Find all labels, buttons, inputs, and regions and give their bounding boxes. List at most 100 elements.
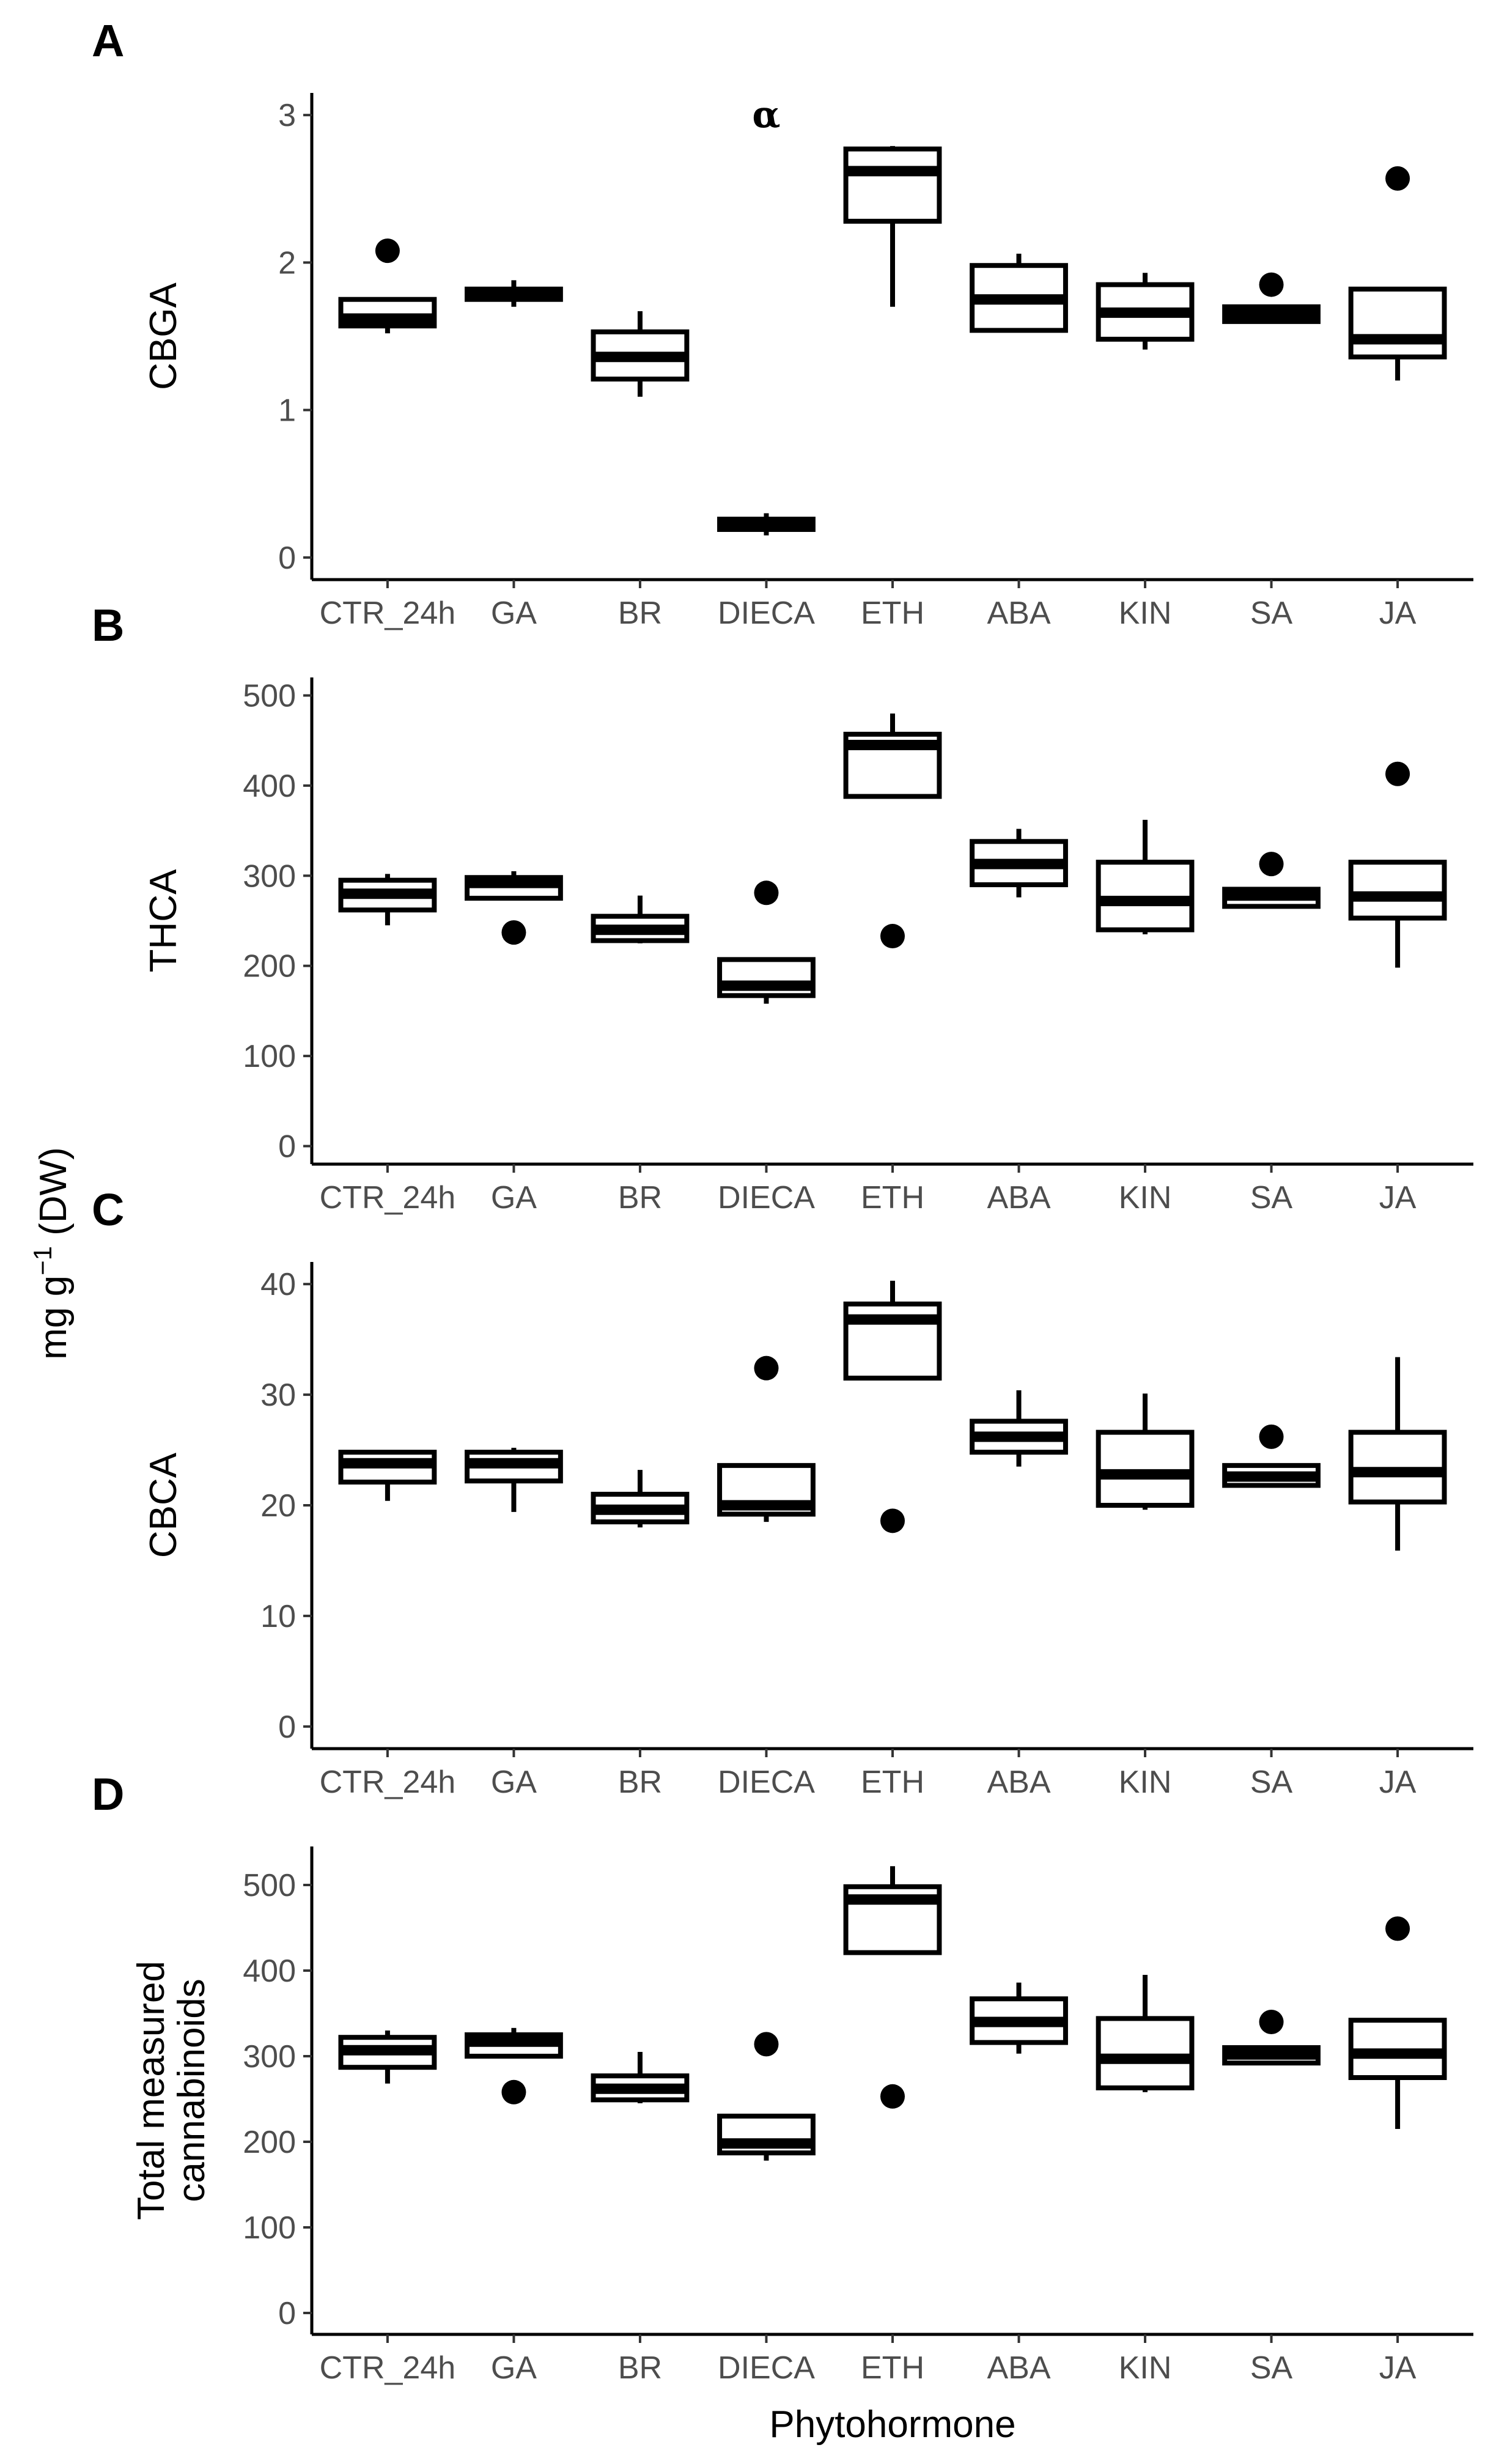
box-aba — [970, 1390, 1068, 1467]
x-tick-label: GA — [491, 1765, 537, 1800]
outlier-point — [1259, 272, 1284, 297]
outlier-point — [501, 920, 526, 945]
y-tick-label: 10 — [260, 1599, 296, 1634]
x-tick-label: KIN — [1119, 2350, 1172, 2386]
box-br — [591, 2052, 690, 2103]
y-tick-label: 400 — [243, 769, 296, 804]
y-tick-label: 500 — [243, 678, 296, 714]
x-tick-label: BR — [618, 1765, 662, 1800]
box-ga — [465, 1447, 563, 1512]
x-tick-label: ETH — [861, 2350, 924, 2386]
outlier-point — [1259, 1424, 1284, 1449]
box-aba — [970, 828, 1068, 898]
y-tick-label: 500 — [243, 1868, 296, 1903]
box-kin — [1096, 1975, 1195, 2092]
x-tick-label: ETH — [861, 596, 924, 631]
x-tick-label: ETH — [861, 1765, 924, 1800]
x-tick-label: KIN — [1119, 596, 1172, 631]
box-body — [1096, 1429, 1195, 1508]
x-tick-label: CTR_24h — [320, 596, 456, 631]
box-eth — [843, 1866, 942, 2109]
box-ctr-24h — [338, 238, 437, 334]
box-dieca — [717, 2032, 816, 2161]
outlier-point — [754, 2032, 779, 2057]
x-tick-label: CTR_24h — [320, 1765, 456, 1800]
y-tick-label: 100 — [243, 1039, 296, 1074]
box-dieca — [717, 513, 816, 536]
y-tick-label: 100 — [243, 2210, 296, 2246]
y-tick-label: 200 — [243, 949, 296, 984]
x-tick-label: DIECA — [718, 2350, 815, 2386]
box-kin — [1096, 819, 1195, 935]
box-ja — [1348, 166, 1447, 381]
y-tick-label: 2 — [278, 245, 296, 281]
box-br — [591, 895, 690, 943]
y-tick-label: 1 — [278, 393, 296, 429]
x-tick-label: JA — [1379, 2350, 1417, 2386]
y-tick-label: 300 — [243, 2039, 296, 2075]
box-ja — [1348, 1916, 1447, 2129]
y-axis-title: cannabinoids — [171, 1979, 213, 2202]
y-tick-label: 30 — [260, 1378, 296, 1413]
panel-b: B 0 100 200 300 400 500 CTR_24h GA BR DIECA ETH ABA K… — [92, 600, 1473, 1215]
x-tick-label: BR — [618, 2350, 662, 2386]
box-kin — [1096, 1393, 1195, 1510]
y-tick-label: 20 — [260, 1488, 296, 1524]
x-axis-title: Phytohormone — [769, 2403, 1015, 2446]
y-tick-label: 0 — [278, 540, 296, 576]
box-eth — [843, 1280, 942, 1533]
box-ctr-24h — [338, 1450, 437, 1501]
panel-label: D — [92, 1769, 124, 1820]
outlier-point — [1385, 761, 1410, 786]
box-eth — [843, 146, 942, 307]
box-ctr-24h — [338, 874, 437, 926]
box-eth — [843, 713, 942, 949]
box-sa — [1222, 2010, 1321, 2066]
x-tick-label: GA — [491, 1180, 537, 1215]
outlier-point — [880, 924, 905, 949]
box-sa — [1222, 1424, 1321, 1488]
box-body — [1096, 2016, 1195, 2090]
y-tick-label: 0 — [278, 2296, 296, 2331]
outlier-point — [375, 238, 400, 264]
panel-label: C — [92, 1184, 124, 1235]
x-tick-label: SA — [1250, 2350, 1293, 2386]
x-tick-label: SA — [1250, 1180, 1293, 1215]
y-axis-title: THCA — [142, 869, 185, 972]
shared-y-axis-title: mg g−1 (DW) — [28, 1147, 75, 1360]
outlier-point — [501, 2079, 526, 2104]
outlier-point — [754, 880, 779, 906]
panel-label: A — [92, 15, 124, 66]
y-tick-label: 0 — [278, 1710, 296, 1745]
x-tick-label: ABA — [987, 596, 1050, 631]
x-tick-label: DIECA — [718, 596, 815, 631]
y-tick-label: 400 — [243, 1953, 296, 1989]
box-ctr-24h — [338, 2031, 437, 2084]
box-ga — [465, 2027, 563, 2104]
x-tick-label: DIECA — [718, 1765, 815, 1800]
x-tick-label: CTR_24h — [320, 2350, 456, 2386]
y-tick-label: 200 — [243, 2125, 296, 2160]
box-dieca — [717, 1356, 816, 1522]
x-tick-label: SA — [1250, 1765, 1293, 1800]
outlier-point — [1385, 166, 1410, 191]
box-br — [591, 311, 690, 397]
x-tick-label: ABA — [987, 2350, 1050, 2386]
x-tick-label: JA — [1379, 1765, 1417, 1800]
box-kin — [1096, 273, 1195, 350]
x-tick-label: JA — [1379, 1180, 1417, 1215]
y-tick-label: 300 — [243, 858, 296, 894]
x-tick-label: CTR_24h — [320, 1180, 456, 1215]
x-tick-label: ABA — [987, 1765, 1050, 1800]
box-dieca — [717, 880, 816, 1004]
x-tick-label: BR — [618, 596, 662, 631]
box-br — [591, 1470, 690, 1528]
x-tick-label: SA — [1250, 596, 1293, 631]
panel-a: A 0 1 2 3 CTR_24h GA BR DIECA ETH ABA KIN SA JA CBGA α — [92, 15, 1473, 631]
x-tick-label: KIN — [1119, 1765, 1172, 1800]
x-tick-label: DIECA — [718, 1180, 815, 1215]
outlier-point — [1259, 2010, 1284, 2034]
box-body — [1348, 860, 1447, 921]
x-tick-label: ETH — [861, 1180, 924, 1215]
